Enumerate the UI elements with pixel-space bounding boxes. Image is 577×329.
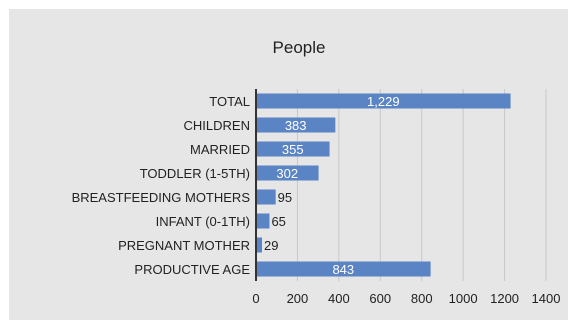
x-tick-label: 1000 bbox=[449, 291, 478, 306]
bar-2 bbox=[256, 141, 330, 157]
x-tick-label: 200 bbox=[287, 291, 309, 306]
x-tick-labels: 0 200 400 600 800 1000 1200 1400 bbox=[252, 291, 560, 306]
bar-0 bbox=[256, 93, 511, 109]
x-tick-label: 1200 bbox=[490, 291, 519, 306]
data-label: 29 bbox=[264, 238, 278, 253]
bar-4 bbox=[256, 189, 276, 205]
x-tick-label: 400 bbox=[328, 291, 350, 306]
data-labels: 1,229 383 355 302 95 65 29 843 bbox=[264, 94, 400, 277]
category-label: MARRIED bbox=[190, 142, 250, 157]
grid-lines bbox=[296, 89, 547, 281]
bar-5 bbox=[256, 213, 270, 229]
category-label: PREGNANT MOTHER bbox=[118, 238, 250, 253]
data-label: 95 bbox=[278, 190, 292, 205]
data-label: 843 bbox=[332, 262, 354, 277]
x-tick-label: 600 bbox=[369, 291, 391, 306]
data-label: 302 bbox=[276, 166, 298, 181]
category-label: TOTAL bbox=[209, 94, 250, 109]
data-label: 65 bbox=[271, 214, 285, 229]
bars bbox=[256, 93, 511, 277]
data-label: 355 bbox=[282, 142, 304, 157]
bar-6 bbox=[256, 237, 263, 253]
bar-1 bbox=[256, 117, 336, 133]
category-labels: TOTAL CHILDREN MARRIED TODDLER (1-5TH) BREAS… bbox=[72, 94, 251, 277]
chart-frame: People TOTAL CHILDREN MARRIED TODDLER (1-5T… bbox=[9, 9, 568, 320]
category-label: INFANT (0-1TH) bbox=[156, 214, 250, 229]
category-label: PRODUCTIVE AGE bbox=[134, 262, 250, 277]
category-label: BREASTFEEDING MOTHERS bbox=[72, 190, 251, 205]
bar-7 bbox=[256, 261, 431, 277]
category-label: CHILDREN bbox=[184, 118, 250, 133]
data-label: 383 bbox=[285, 118, 307, 133]
x-tick-label: 1400 bbox=[532, 291, 561, 306]
category-label: TODDLER (1-5TH) bbox=[140, 166, 250, 181]
x-tick-label: 800 bbox=[411, 291, 433, 306]
bar-chart: People TOTAL CHILDREN MARRIED TODDLER (1-5T… bbox=[72, 38, 561, 306]
bar-3 bbox=[256, 165, 319, 181]
chart-title: People bbox=[273, 38, 326, 57]
data-label: 1,229 bbox=[367, 94, 400, 109]
x-tick-label: 0 bbox=[252, 291, 259, 306]
